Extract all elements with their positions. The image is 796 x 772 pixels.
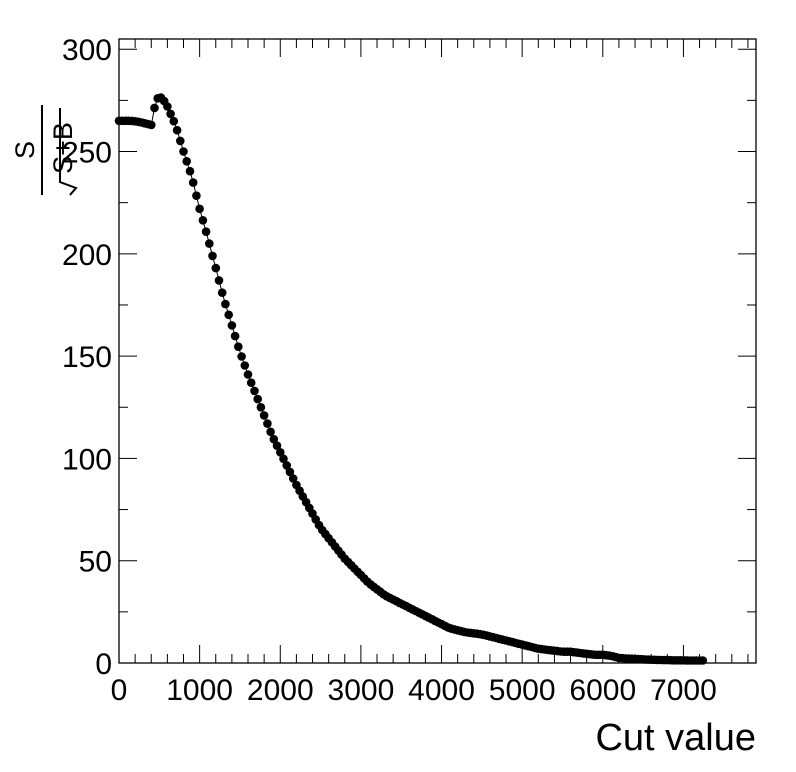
y-tick-label: 250 — [62, 137, 112, 170]
y-tick-label: 50 — [79, 546, 112, 579]
data-point — [282, 461, 292, 470]
data-point — [243, 370, 253, 379]
data-point — [240, 361, 250, 370]
data-point — [169, 116, 179, 126]
data-point — [214, 276, 224, 285]
data-point — [246, 378, 256, 388]
data-point — [230, 331, 240, 341]
data-point — [205, 239, 214, 248]
x-axis-title: Cut value — [595, 717, 756, 759]
data-point — [259, 411, 269, 420]
data-point — [224, 310, 233, 320]
x-tick-label: 5000 — [489, 674, 556, 707]
data-point — [172, 125, 182, 135]
data-point — [211, 263, 221, 273]
y-tick-label: 100 — [62, 443, 112, 476]
data-point — [256, 403, 266, 412]
data-point — [195, 204, 204, 214]
x-tick-label: 6000 — [569, 674, 636, 707]
data-point — [166, 109, 175, 119]
x-tick-label: 0 — [111, 674, 128, 707]
data-point — [253, 394, 262, 404]
data-point — [234, 342, 243, 352]
data-point — [698, 656, 708, 665]
series-line — [119, 96, 703, 661]
data-point — [288, 474, 298, 483]
data-point — [182, 157, 191, 166]
data-point — [198, 216, 208, 225]
data-point — [163, 102, 172, 111]
data-point — [237, 352, 246, 361]
sqrt-sign — [59, 108, 78, 196]
y-tick-label: 300 — [62, 34, 112, 67]
data-point — [221, 299, 230, 309]
x-tick-label: 3000 — [328, 674, 395, 707]
data-point — [272, 441, 282, 451]
data-point — [279, 454, 288, 464]
x-tick-label: 1000 — [166, 674, 233, 707]
y-tick-label: 150 — [62, 341, 112, 374]
data-point — [208, 251, 217, 261]
tick-labels: 0 1000 2000 3000 4000 5000 6000 7000 0 50 100 150 20… — [62, 34, 717, 707]
y-title-denominator: S+B — [48, 122, 78, 174]
data-point — [176, 136, 185, 146]
plot-frame — [118, 38, 757, 664]
data-point — [192, 191, 201, 200]
x-tick-label: 4000 — [408, 674, 475, 707]
x-tick-label: 2000 — [247, 674, 314, 707]
y-axis-title: S S+B — [10, 105, 78, 196]
data-point — [250, 386, 259, 396]
x-tick-label: 7000 — [650, 674, 717, 707]
y-tick-label: 200 — [62, 239, 112, 272]
data-point — [188, 178, 198, 187]
data-point — [276, 448, 285, 457]
data-point — [217, 288, 227, 298]
data-point — [227, 321, 237, 330]
data-point — [179, 147, 188, 156]
data-point — [285, 467, 295, 477]
y-tick-label: 0 — [95, 648, 112, 681]
data-point — [147, 120, 156, 130]
data-point — [150, 103, 159, 113]
data-point — [263, 419, 272, 428]
data-point — [266, 427, 275, 437]
data-point — [201, 227, 211, 236]
data-point — [269, 434, 279, 444]
y-title-numerator: S — [10, 141, 40, 159]
data-point — [185, 166, 195, 176]
axis-ticks — [118, 39, 756, 664]
data-points — [114, 93, 708, 665]
